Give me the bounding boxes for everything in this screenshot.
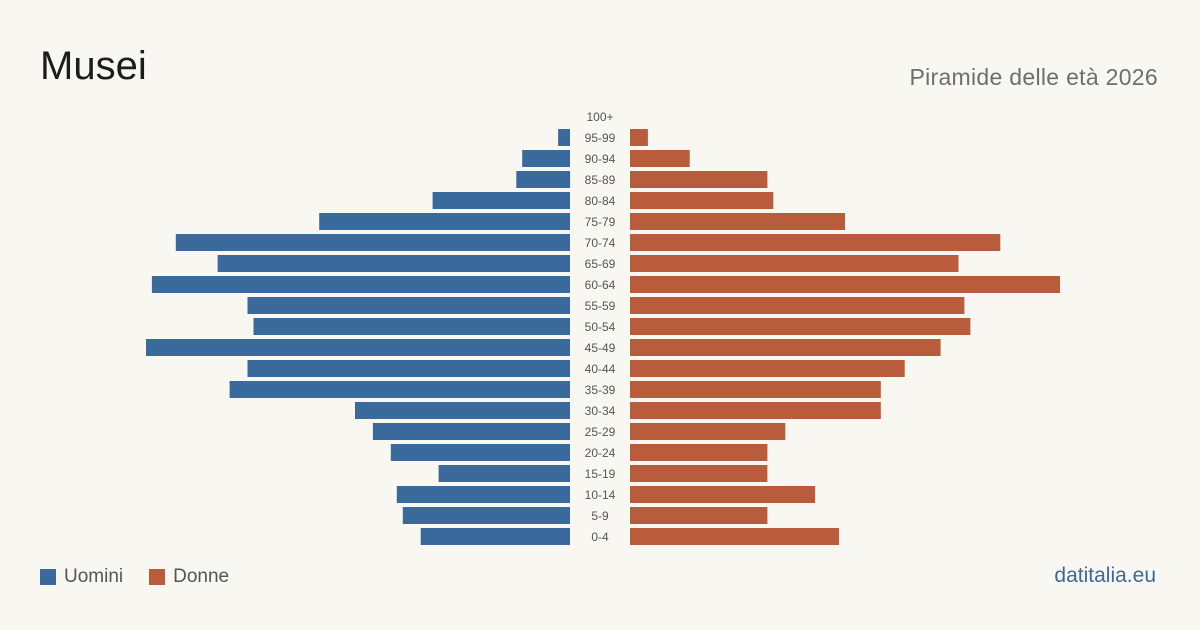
age-label-25-29: 25-29 <box>585 425 616 439</box>
age-label-20-24: 20-24 <box>585 446 616 460</box>
bar-women-85-89 <box>630 171 768 188</box>
bar-women-95-99 <box>630 129 648 146</box>
bar-women-40-44 <box>630 360 905 377</box>
bar-women-55-59 <box>630 297 965 314</box>
bar-men-80-84 <box>432 192 570 209</box>
bar-men-20-24 <box>390 444 570 461</box>
bar-men-45-49 <box>146 339 570 356</box>
bar-women-60-64 <box>630 276 1060 293</box>
bar-women-10-14 <box>630 486 816 503</box>
bar-men-85-89 <box>516 171 571 188</box>
age-label-90-94: 90-94 <box>585 152 616 166</box>
bar-women-25-29 <box>630 423 786 440</box>
legend-swatch-men <box>40 569 56 585</box>
age-label-80-84: 80-84 <box>585 194 616 208</box>
age-label-85-89: 85-89 <box>585 173 616 187</box>
chart-legend: Uomini Donne <box>40 566 255 588</box>
age-label-100+: 100+ <box>586 110 613 124</box>
age-label-40-44: 40-44 <box>585 362 616 376</box>
chart-subtitle: Piramide delle età 2026 <box>909 64 1158 90</box>
bar-women-90-94 <box>630 150 690 167</box>
age-label-75-79: 75-79 <box>585 215 616 229</box>
bar-men-75-79 <box>319 213 570 230</box>
bar-women-65-69 <box>630 255 959 272</box>
age-label-0-4: 0-4 <box>591 530 609 544</box>
bar-women-70-74 <box>630 234 1001 251</box>
bar-women-80-84 <box>630 192 774 209</box>
bar-men-0-4 <box>420 528 570 545</box>
age-label-55-59: 55-59 <box>585 299 616 313</box>
bar-men-5-9 <box>402 507 570 524</box>
bar-women-35-39 <box>630 381 881 398</box>
legend-label-women: Donne <box>173 566 230 587</box>
source-link[interactable]: datitalia.eu <box>1054 564 1156 587</box>
bar-women-75-79 <box>630 213 845 230</box>
legend-swatch-women <box>149 569 166 585</box>
age-label-10-14: 10-14 <box>585 488 616 502</box>
bar-men-95-99 <box>558 129 570 146</box>
chart-title: Musei <box>40 44 147 88</box>
bar-men-25-29 <box>372 423 570 440</box>
bar-women-15-19 <box>630 465 768 482</box>
bar-men-65-69 <box>217 255 570 272</box>
age-label-50-54: 50-54 <box>585 320 616 334</box>
age-label-95-99: 95-99 <box>585 131 616 145</box>
age-label-5-9: 5-9 <box>591 509 609 523</box>
legend-item-women: Donne <box>149 566 229 588</box>
bar-men-15-19 <box>438 465 570 482</box>
bar-men-90-94 <box>522 150 570 167</box>
bar-men-30-34 <box>355 402 570 419</box>
bar-men-10-14 <box>396 486 570 503</box>
legend-label-men: Uomini <box>64 566 124 587</box>
age-label-15-19: 15-19 <box>585 467 616 481</box>
bar-women-5-9 <box>630 507 768 524</box>
bar-men-35-39 <box>229 381 570 398</box>
bar-men-55-59 <box>247 297 570 314</box>
age-label-30-34: 30-34 <box>585 404 616 418</box>
bar-women-45-49 <box>630 339 941 356</box>
bar-men-60-64 <box>151 276 570 293</box>
legend-item-men: Uomini <box>40 566 123 588</box>
age-label-60-64: 60-64 <box>585 278 616 292</box>
bar-women-30-34 <box>630 402 881 419</box>
age-label-65-69: 65-69 <box>585 257 616 271</box>
bar-men-40-44 <box>247 360 570 377</box>
bar-women-50-54 <box>630 318 971 335</box>
bar-women-0-4 <box>630 528 839 545</box>
age-label-45-49: 45-49 <box>585 341 616 355</box>
bar-men-70-74 <box>175 234 571 251</box>
bar-men-50-54 <box>253 318 570 335</box>
bar-women-20-24 <box>630 444 768 461</box>
age-label-35-39: 35-39 <box>585 383 616 397</box>
age-label-70-74: 70-74 <box>585 236 616 250</box>
